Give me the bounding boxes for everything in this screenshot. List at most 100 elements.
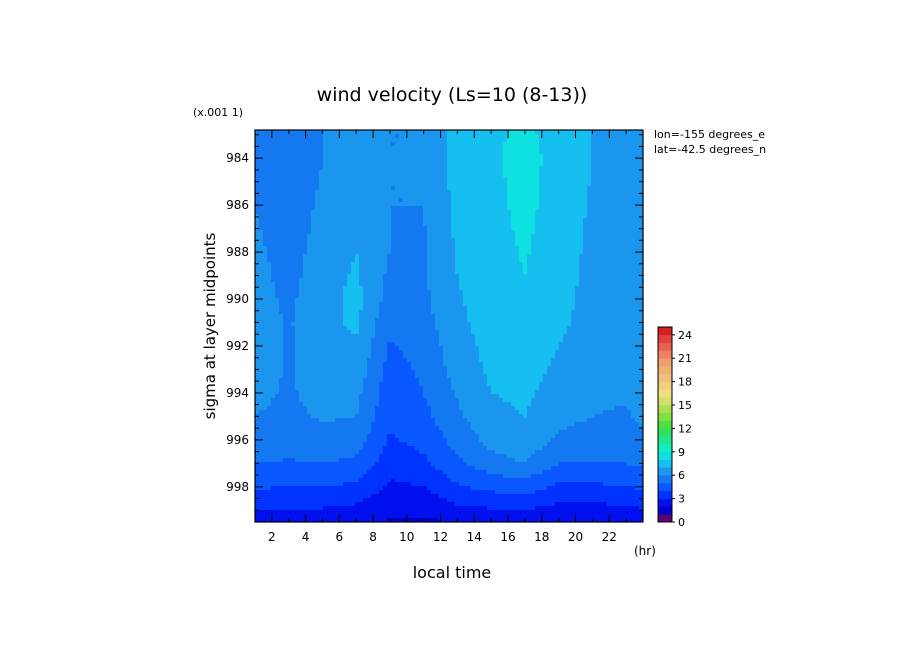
heatmap-cell [443,162,448,167]
heatmap-cell [487,262,492,267]
heatmap-cell [475,226,480,231]
heatmap-cell [371,206,376,211]
heatmap-cell [519,190,524,195]
heatmap-cell [443,254,448,259]
heatmap-cell [299,214,304,219]
heatmap-cell [395,274,400,279]
heatmap-cell [367,142,372,147]
heatmap-cell [439,258,444,263]
heatmap-cell [295,270,300,275]
heatmap-cell [339,326,344,331]
heatmap-cell [415,330,420,335]
heatmap-cell [295,202,300,207]
heatmap-cell [267,298,272,303]
heatmap-cell [323,206,328,211]
heatmap-cell [307,150,312,155]
heatmap-cell [623,162,628,167]
heatmap-cell [283,142,288,147]
heatmap-cell [451,182,456,187]
heatmap-cell [467,246,472,251]
heatmap-cell [627,242,632,247]
heatmap-cell [603,182,608,187]
heatmap-cell [283,274,288,279]
heatmap-cell [387,178,392,183]
heatmap-cell [331,310,336,315]
heatmap-cell [419,190,424,195]
heatmap-cell [371,290,376,295]
heatmap-cell [323,198,328,203]
heatmap-cell [503,242,508,247]
heatmap-cell [615,134,620,139]
heatmap-cell [391,262,396,267]
heatmap-cell [603,330,608,335]
heatmap-cell [347,230,352,235]
heatmap-cell [375,254,380,259]
heatmap-cell [455,178,460,183]
heatmap-cell [395,230,400,235]
heatmap-cell [559,130,564,135]
heatmap-cell [291,210,296,215]
heatmap-cell [447,174,452,179]
heatmap-cell [383,146,388,151]
heatmap-cell [467,258,472,263]
heatmap-cell [543,286,548,291]
heatmap-cell [467,142,472,147]
heatmap-cell [347,190,352,195]
heatmap-cell [311,210,316,215]
heatmap-cell [427,322,432,327]
heatmap-cell [447,178,452,183]
heatmap-cell [283,230,288,235]
heatmap-cell [599,318,604,323]
heatmap-cell [311,238,316,243]
heatmap-cell [615,222,620,227]
heatmap-cell [431,138,436,143]
heatmap-cell [415,326,420,331]
heatmap-cell [323,326,328,331]
heatmap-cell [271,262,276,267]
heatmap-cell [447,194,452,199]
heatmap-cell [363,282,368,287]
heatmap-cell [315,254,320,259]
heatmap-cell [371,266,376,271]
heatmap-cell [391,146,396,151]
heatmap-cell [575,230,580,235]
heatmap-cell [403,150,408,155]
heatmap-cell [399,246,404,251]
heatmap-cell [343,254,348,259]
heatmap-cell [603,170,608,175]
heatmap-cell [559,162,564,167]
heatmap-cell [327,142,332,147]
heatmap-cell [279,290,284,295]
heatmap-cell [451,202,456,207]
heatmap-cell [459,202,464,207]
heatmap-cell [483,214,488,219]
heatmap-cell [331,226,336,231]
heatmap-cell [411,322,416,327]
heatmap-cell [311,214,316,219]
heatmap-cell [439,202,444,207]
heatmap-cell [627,222,632,227]
heatmap-cell [383,186,388,191]
heatmap-cell [567,322,572,327]
heatmap-cell [519,314,524,319]
heatmap-cell [307,226,312,231]
heatmap-cell [399,178,404,183]
heatmap-cell [507,250,512,255]
heatmap-cell [383,318,388,323]
heatmap-cell [351,210,356,215]
heatmap-cell [279,226,284,231]
heatmap-cell [435,186,440,191]
heatmap-cell [491,214,496,219]
heatmap-cell [447,206,452,211]
heatmap-cell [531,302,536,307]
heatmap-cell [363,314,368,319]
heatmap-cell [523,290,528,295]
heatmap-cell [343,226,348,231]
heatmap-cell [375,230,380,235]
heatmap-cell [495,130,500,135]
heatmap-cell [583,166,588,171]
heatmap-cell [259,218,264,223]
heatmap-cell [631,258,636,263]
heatmap-cell [611,242,616,247]
heatmap-cell [467,250,472,255]
